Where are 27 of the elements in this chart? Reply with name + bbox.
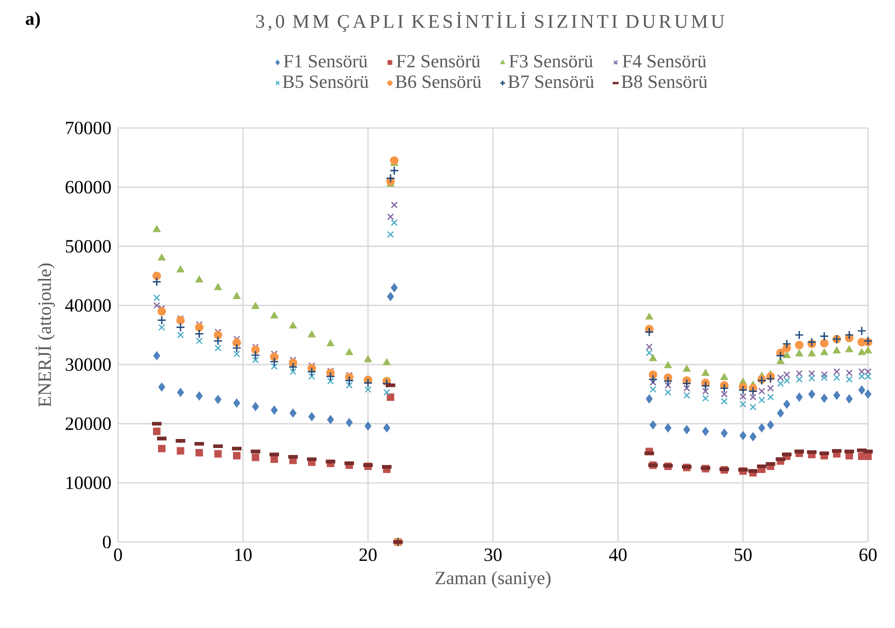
legend-label: F3 Sensörü (509, 54, 593, 68)
legend-label: B7 Sensörü (508, 75, 594, 88)
x-tick-label: 30 (484, 548, 502, 562)
y-tick-label: 60000 (66, 180, 111, 194)
x-tick-label: 40 (609, 548, 627, 562)
y-tick-label: 10000 (66, 476, 111, 490)
x-tick-label: 20 (359, 548, 377, 562)
y-tick-label: 50000 (66, 240, 111, 253)
y-tick-label: 70000 (66, 122, 111, 134)
y-tick-label: 30000 (66, 358, 111, 371)
y-tick-label: 20000 (66, 417, 111, 430)
legend-label: B6 Sensörü (396, 75, 482, 88)
y-tick-label: 0 (102, 536, 111, 548)
y-tick-label: 40000 (65, 299, 111, 312)
legend-label: B5 Sensörü (282, 75, 368, 88)
y-axis-title: ENERJİ (attojoule) (35, 263, 55, 407)
x-tick-label: 60 (859, 548, 877, 562)
chart-title: 3,0 MM ÇAPLI KESİNTİLİ SIZINTI DURUMU (256, 12, 724, 32)
x-axis-title: Zaman (saniye) (436, 571, 551, 588)
legend-label: F2 Sensörü (396, 54, 480, 68)
legend-label: F4 Sensörü (622, 54, 706, 68)
x-tick-label: 50 (734, 548, 752, 562)
x-tick-label: 0 (114, 548, 122, 562)
legend-label: B8 Sensörü (622, 75, 708, 88)
x-tick-label: 10 (235, 548, 252, 562)
legend-label: F1 Sensörü (284, 54, 368, 68)
text: a) (26, 12, 40, 29)
